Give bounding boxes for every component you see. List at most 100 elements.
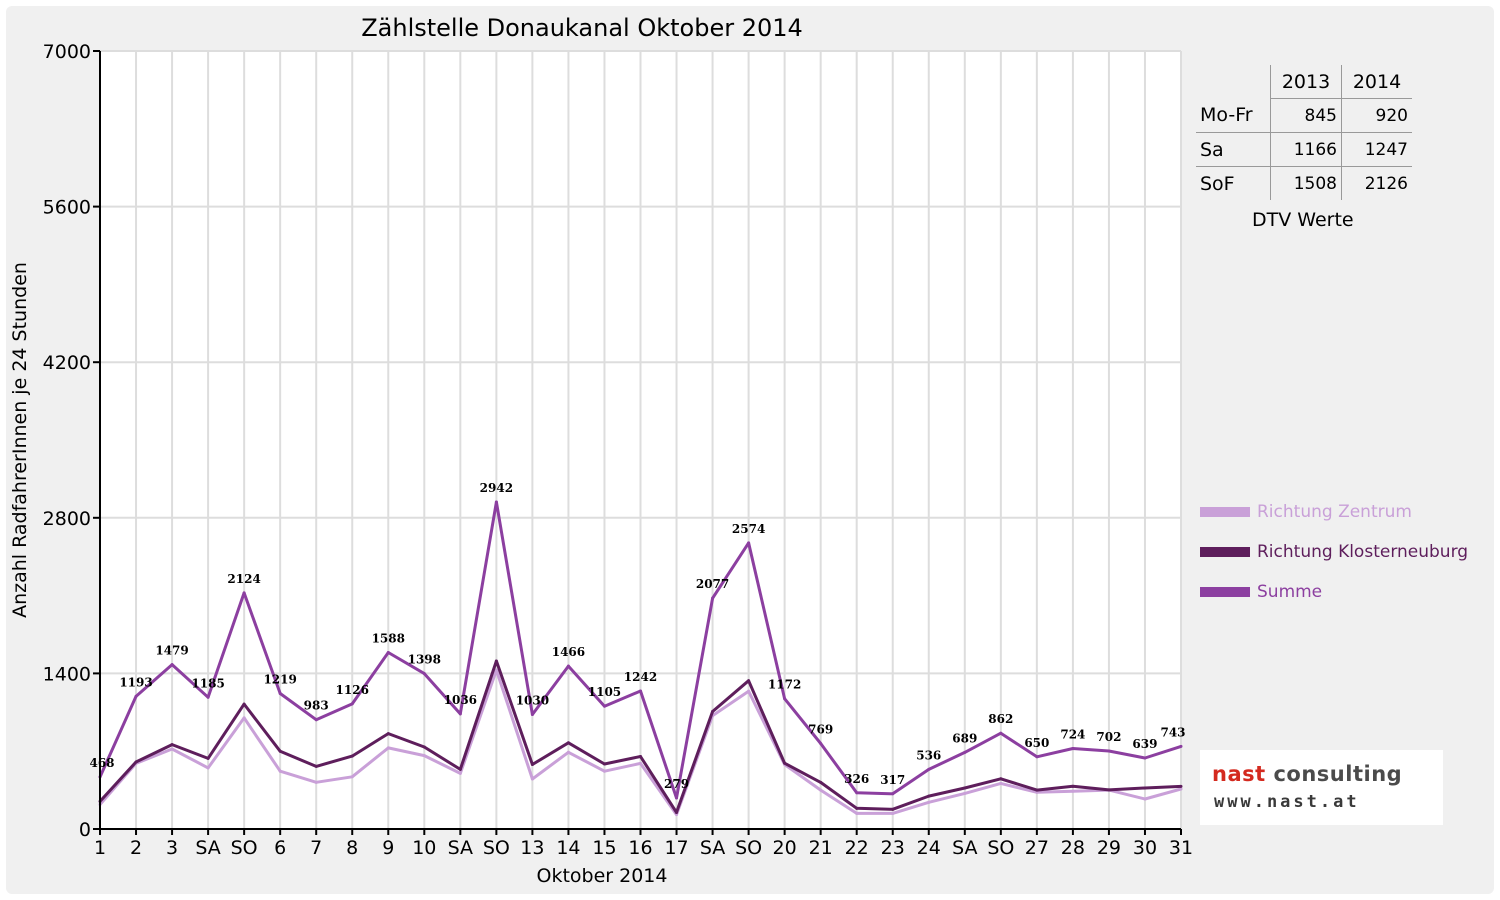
data-point bbox=[1071, 784, 1075, 788]
logo-part-2: consulting bbox=[1273, 762, 1403, 786]
dtv-year-2014: 2014 bbox=[1341, 65, 1412, 99]
data-point bbox=[711, 596, 715, 600]
data-label: 2124 bbox=[227, 572, 260, 586]
data-point bbox=[170, 747, 174, 751]
y-tick-label: 7000 bbox=[43, 41, 91, 63]
data-point bbox=[458, 771, 462, 775]
data-point bbox=[1035, 790, 1039, 794]
data-point bbox=[1143, 756, 1147, 760]
data-point bbox=[819, 788, 823, 792]
data-point bbox=[242, 591, 246, 595]
data-point bbox=[170, 663, 174, 667]
data-label: 1172 bbox=[768, 678, 801, 692]
data-point bbox=[1071, 747, 1075, 751]
data-label: 326 bbox=[844, 772, 869, 786]
data-label: 1466 bbox=[552, 645, 585, 659]
data-point bbox=[350, 702, 354, 706]
data-point bbox=[602, 704, 606, 708]
dtv-caption: DTV Werte bbox=[1252, 209, 1354, 231]
x-tick-label: SO bbox=[735, 837, 762, 859]
data-point bbox=[566, 750, 570, 754]
data-label: 1193 bbox=[119, 675, 152, 689]
data-point bbox=[639, 689, 642, 693]
data-point bbox=[1071, 789, 1075, 793]
data-point bbox=[278, 749, 282, 753]
x-tick-label: 10 bbox=[412, 837, 436, 859]
x-tick-label: 15 bbox=[592, 837, 616, 859]
dtv-row-sof: SoF 1508 2126 bbox=[1196, 166, 1412, 200]
x-tick-label: SA bbox=[448, 837, 473, 859]
data-point bbox=[314, 764, 318, 768]
data-point bbox=[1179, 784, 1183, 788]
data-point bbox=[350, 775, 354, 779]
x-tick-label: 1 bbox=[94, 837, 106, 859]
data-point bbox=[927, 800, 931, 804]
data-point bbox=[1143, 797, 1147, 801]
data-label: 2077 bbox=[696, 577, 729, 591]
x-tick-label: SA bbox=[700, 837, 725, 859]
data-point bbox=[566, 741, 570, 745]
data-point bbox=[747, 541, 751, 545]
y-tick-labels: 0 1400 2800 4200 5600 7000 bbox=[43, 41, 91, 841]
data-label: 743 bbox=[1160, 725, 1185, 739]
data-point bbox=[1179, 787, 1183, 791]
x-tick-label: 7 bbox=[310, 837, 322, 859]
data-label: 1588 bbox=[372, 632, 405, 646]
data-point bbox=[963, 791, 967, 795]
data-label: 1242 bbox=[624, 670, 657, 684]
data-point bbox=[639, 761, 642, 765]
legend-item-zentrum: Richtung Zentrum bbox=[1200, 492, 1468, 532]
data-point bbox=[422, 745, 426, 749]
data-label: 983 bbox=[304, 699, 329, 713]
x-tick-label: 29 bbox=[1097, 837, 1121, 859]
data-label: 1036 bbox=[444, 693, 477, 707]
data-point bbox=[639, 755, 642, 759]
data-point bbox=[242, 716, 246, 720]
data-point bbox=[206, 766, 210, 770]
y-tick-label: 0 bbox=[79, 819, 91, 841]
dtv-value: 1247 bbox=[1341, 132, 1412, 167]
x-tick-label: 30 bbox=[1133, 837, 1157, 859]
data-point bbox=[1179, 744, 1183, 748]
data-point bbox=[458, 712, 462, 716]
data-label: 1398 bbox=[408, 653, 441, 667]
data-point bbox=[386, 732, 390, 736]
data-point bbox=[314, 780, 318, 784]
dtv-value: 845 bbox=[1270, 98, 1342, 133]
data-point bbox=[602, 769, 606, 773]
dtv-table: 2013 2014 Mo-Fr 845 920 Sa 1166 1247 SoF… bbox=[1196, 65, 1412, 200]
chart-title: Zählstelle Donaukanal Oktober 2014 bbox=[361, 14, 803, 42]
data-point bbox=[891, 807, 895, 811]
data-label: 468 bbox=[89, 756, 114, 770]
nast-consulting-logo: nast consulting www.nast.at bbox=[1200, 750, 1443, 825]
data-point bbox=[819, 742, 823, 746]
y-tick-label: 1400 bbox=[43, 663, 91, 685]
x-tick-label: SA bbox=[195, 837, 220, 859]
data-point bbox=[1035, 788, 1039, 792]
dtv-year-2013: 2013 bbox=[1270, 65, 1342, 99]
data-point bbox=[711, 710, 715, 714]
x-axis-title: Oktober 2014 bbox=[537, 865, 668, 887]
x-tick-label: SO bbox=[483, 837, 510, 859]
data-point bbox=[494, 668, 498, 672]
data-point bbox=[422, 754, 426, 758]
x-tick-label: 21 bbox=[809, 837, 833, 859]
x-tick-label: SO bbox=[231, 837, 258, 859]
data-point bbox=[999, 777, 1003, 781]
x-tick-label: 27 bbox=[1025, 837, 1049, 859]
data-point bbox=[278, 769, 282, 773]
y-axis-title: Anzahl RadfahrerInnen je 24 Stunden bbox=[9, 262, 31, 618]
data-point bbox=[170, 743, 174, 747]
data-label: 279 bbox=[664, 777, 689, 791]
x-tick-label: 16 bbox=[628, 837, 652, 859]
x-tick-label: SA bbox=[952, 837, 977, 859]
legend-item-klosterneuburg: Richtung Klosterneuburg bbox=[1200, 532, 1468, 572]
data-point bbox=[242, 702, 246, 706]
dtv-row-label: SoF bbox=[1200, 172, 1235, 195]
x-tick-label: 6 bbox=[274, 837, 286, 859]
data-label: 1105 bbox=[588, 685, 621, 699]
data-label: 1479 bbox=[155, 644, 188, 658]
data-point bbox=[1107, 749, 1111, 753]
y-tick-label: 2800 bbox=[43, 508, 91, 530]
